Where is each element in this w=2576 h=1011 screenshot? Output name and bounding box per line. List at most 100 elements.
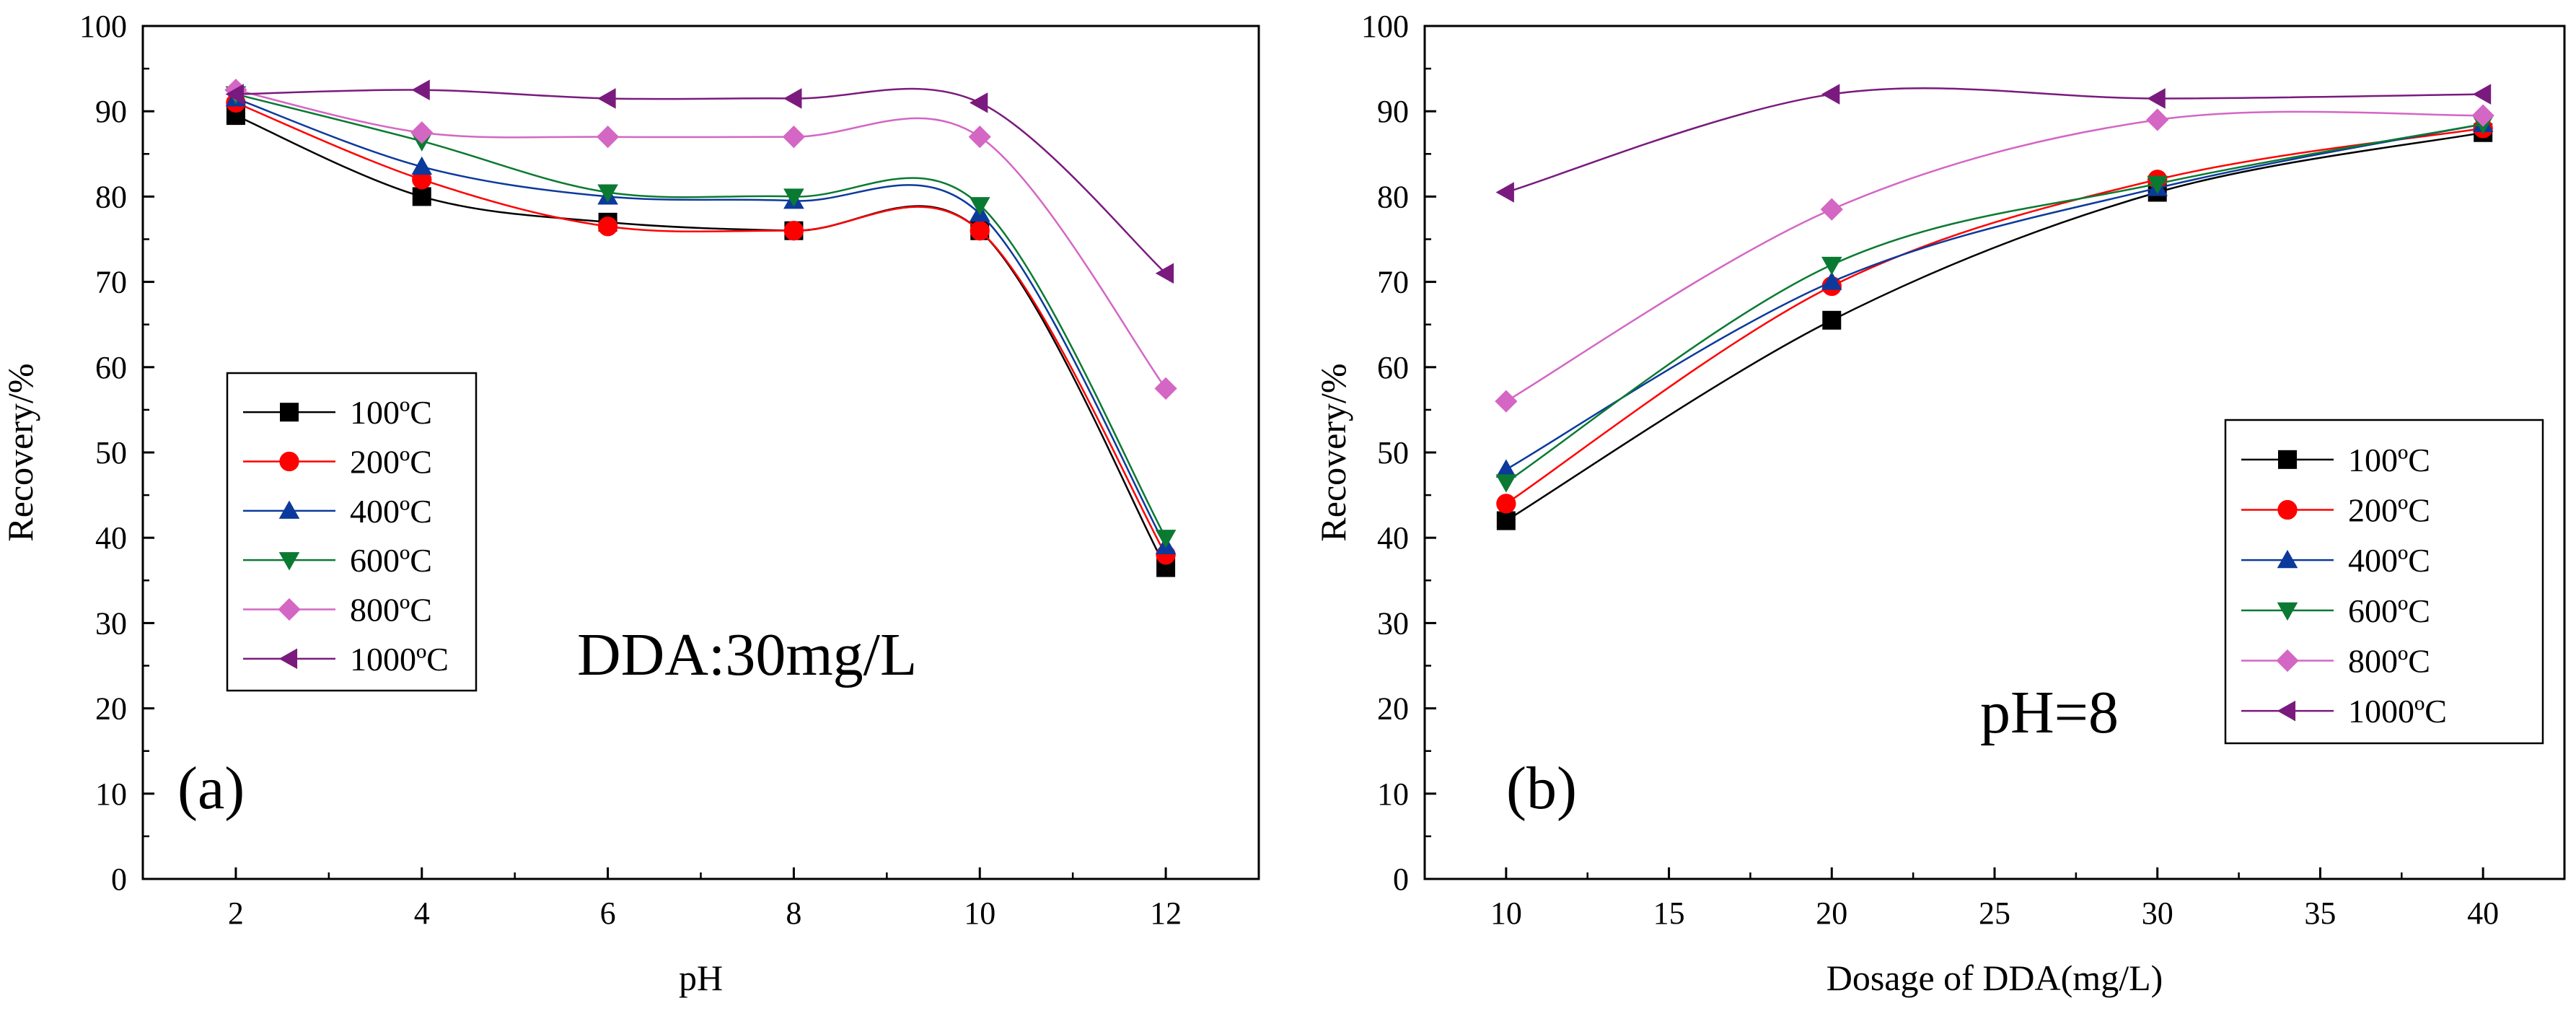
y-axis-title: Recovery/% [1313, 363, 1353, 541]
legend-box [226, 372, 478, 692]
y-tick-label: 50 [95, 435, 127, 471]
legend-marker [278, 552, 300, 571]
series-line-3 [235, 93, 1167, 538]
y-tick-label: 0 [1393, 862, 1409, 897]
y-tick-label: 20 [95, 691, 127, 727]
data-point [1496, 494, 1516, 514]
legend-marker [2277, 602, 2298, 621]
data-point [2147, 88, 2166, 109]
panel-label: (a) [177, 755, 245, 822]
series-line-0 [1505, 131, 2484, 522]
series-line-5 [235, 87, 1166, 274]
y-tick-label: 0 [111, 862, 127, 897]
legend-label: 600ºC [350, 542, 432, 579]
data-point [597, 184, 618, 203]
data-point [969, 92, 988, 113]
x-tick-label: 25 [1979, 896, 2010, 931]
x-tick-label: 20 [1816, 896, 1847, 931]
data-point [1821, 84, 1840, 105]
x-tick-label: 2 [228, 896, 244, 931]
data-point [1822, 310, 1842, 330]
y-tick-label: 80 [95, 179, 127, 214]
y-tick-label: 60 [1377, 350, 1409, 385]
chart-panel-b: 0 10 20 30 40 50 60 70 80 90 100 10 15 20 25 30 35 40 Dosa… [1313, 9, 2566, 998]
data-point [2146, 108, 2169, 131]
data-point [411, 79, 430, 100]
series-line-1 [1505, 127, 2484, 504]
legend-label: 600ºC [2348, 592, 2430, 629]
x-tick-label: 10 [1490, 896, 1522, 931]
y-tick-label: 30 [1377, 605, 1409, 641]
series-line-5 [1505, 87, 2484, 193]
data-point [1155, 263, 1174, 284]
data-point [225, 84, 244, 105]
chart-annotation: pH=8 [1980, 679, 2119, 746]
data-point [2471, 104, 2494, 127]
legend-label: 1000ºC [2348, 693, 2447, 730]
series-line-1 [235, 102, 1167, 556]
data-point [969, 197, 990, 216]
y-tick-label: 20 [1377, 691, 1409, 727]
legend-marker [278, 648, 298, 670]
data-point [783, 188, 804, 207]
legend-label: 400ºC [350, 493, 432, 530]
chart-annotation: DDA:30mg/L [577, 621, 917, 688]
y-tick-label: 50 [1377, 435, 1409, 471]
legend-label: 200ºC [2348, 492, 2430, 529]
y-tick-label: 60 [95, 350, 127, 385]
legend-marker [2277, 499, 2298, 520]
series-line-0 [235, 114, 1167, 569]
x-tick-label: 4 [414, 896, 430, 931]
y-axis-title: Recovery/% [0, 363, 40, 541]
data-point [412, 187, 431, 206]
data-point [968, 126, 991, 149]
series-line-2 [1505, 123, 2484, 471]
x-tick-label: 10 [964, 896, 995, 931]
y-tick-label: 90 [1377, 94, 1409, 129]
legend-label: 800ºC [2348, 643, 2430, 680]
legend-marker [278, 500, 300, 519]
y-tick-label: 40 [1377, 520, 1409, 556]
data-point [2472, 84, 2492, 105]
x-tick-label: 12 [1150, 896, 1182, 931]
data-point [1495, 474, 1517, 493]
y-tick-label: 90 [95, 94, 127, 129]
legend-marker [279, 451, 299, 472]
data-point [411, 156, 433, 175]
x-tick-label: 15 [1653, 896, 1685, 931]
series-line-4 [235, 89, 1167, 390]
data-point [2147, 175, 2168, 194]
x-tick-label: 40 [2467, 896, 2499, 931]
data-point [783, 221, 804, 241]
x-tick-label: 8 [786, 896, 801, 931]
legend-marker [280, 403, 299, 422]
y-tick-label: 100 [79, 9, 127, 44]
chart-panel-a: 0 10 20 30 40 50 60 70 80 90 100 2 4 6 8 10 12 pH Recovery… [0, 9, 1260, 998]
data-point [783, 88, 802, 109]
legend-label: 1000ºC [350, 641, 449, 678]
legend-label: 100ºC [2348, 442, 2430, 478]
series-line-3 [1505, 123, 2484, 483]
data-point [1495, 390, 1518, 413]
x-axis-title: Dosage of DDA(mg/L) [1827, 958, 2163, 998]
data-point [1496, 511, 1516, 530]
data-point [597, 216, 618, 237]
x-tick-label: 35 [2304, 896, 2336, 931]
data-point [596, 126, 620, 149]
y-tick-label: 10 [1377, 776, 1409, 812]
data-point [410, 121, 434, 144]
data-point [1821, 256, 1842, 276]
series-line-2 [235, 97, 1167, 547]
y-tick-label: 80 [1377, 179, 1409, 214]
data-point [597, 88, 616, 109]
legend-label: 100ºC [350, 394, 432, 431]
legend-label: 800ºC [350, 592, 432, 629]
x-tick-label: 30 [2142, 896, 2173, 931]
x-tick-label: 6 [600, 896, 616, 931]
legend-marker [2277, 549, 2298, 569]
y-tick-label: 40 [95, 520, 127, 556]
data-point [1495, 459, 1517, 478]
data-point [1821, 271, 1842, 290]
data-point [1155, 530, 1177, 548]
